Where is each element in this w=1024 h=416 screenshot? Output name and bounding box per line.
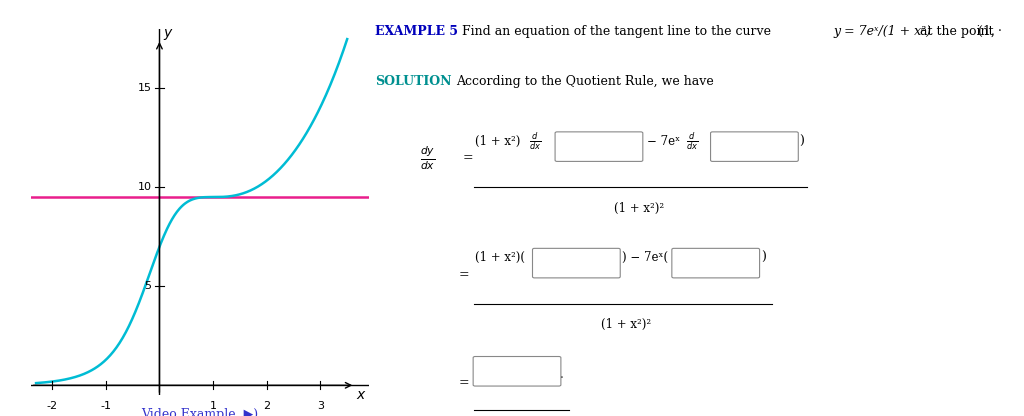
Text: ) − 7eˣ(: ) − 7eˣ( <box>623 251 669 265</box>
Text: $\frac{d}{dx}$: $\frac{d}{dx}$ <box>686 131 698 152</box>
Text: x: x <box>356 388 365 402</box>
Text: According to the Quotient Rule, we have: According to the Quotient Rule, we have <box>456 75 714 88</box>
Text: 10: 10 <box>137 183 152 193</box>
FancyBboxPatch shape <box>711 132 799 161</box>
Text: $\frac{dy}{dx}$: $\frac{dy}{dx}$ <box>420 144 435 172</box>
Text: SOLUTION: SOLUTION <box>375 75 452 88</box>
Text: y: y <box>164 26 172 40</box>
Text: $\frac{d}{dx}$: $\frac{d}{dx}$ <box>528 131 541 152</box>
Text: 3: 3 <box>316 401 324 411</box>
Text: (1 + x²): (1 + x²) <box>475 135 520 148</box>
Text: ·: · <box>997 25 1001 38</box>
Text: 15: 15 <box>137 84 152 94</box>
Text: ): ) <box>800 135 805 148</box>
Text: =: = <box>459 376 470 389</box>
Text: =: = <box>459 268 470 281</box>
Text: Find an equation of the tangent line to the curve: Find an equation of the tangent line to … <box>462 25 771 38</box>
Text: − 7eˣ: − 7eˣ <box>647 135 681 148</box>
Text: 1: 1 <box>210 401 217 411</box>
Text: =: = <box>462 151 473 165</box>
Text: y = 7eˣ/(1 + x²): y = 7eˣ/(1 + x²) <box>834 25 931 38</box>
Text: at the point: at the point <box>921 25 993 38</box>
Text: EXAMPLE 5: EXAMPLE 5 <box>375 25 458 38</box>
Text: (1 + x²)²: (1 + x²)² <box>601 318 651 331</box>
Text: Video Example  ▶): Video Example ▶) <box>141 408 258 416</box>
Text: (1 + x²)(: (1 + x²)( <box>475 251 525 265</box>
Text: ): ) <box>761 251 766 265</box>
FancyBboxPatch shape <box>672 248 760 278</box>
Text: -1: -1 <box>100 401 112 411</box>
Text: (1 + x²)²: (1 + x²)² <box>613 201 664 215</box>
FancyBboxPatch shape <box>473 357 561 386</box>
Text: 2: 2 <box>263 401 270 411</box>
FancyBboxPatch shape <box>532 248 621 278</box>
Text: (1,: (1, <box>978 25 995 38</box>
Text: -2: -2 <box>47 401 57 411</box>
FancyBboxPatch shape <box>555 132 643 161</box>
Text: .: . <box>560 368 564 381</box>
Text: 5: 5 <box>144 281 152 291</box>
